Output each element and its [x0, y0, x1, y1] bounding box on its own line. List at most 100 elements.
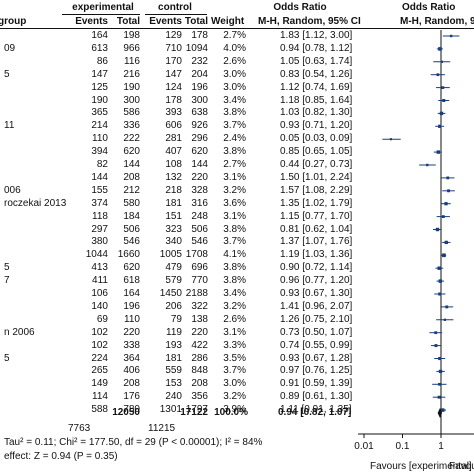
study-point	[440, 408, 445, 412]
total1: 300	[123, 94, 140, 106]
total1: 164	[123, 288, 140, 299]
weight: 4.0%	[223, 42, 246, 54]
study-point	[438, 124, 442, 128]
study-point	[434, 331, 438, 335]
study-point	[436, 150, 440, 154]
events2: 240	[165, 391, 182, 403]
total2: 204	[191, 68, 208, 80]
total1: 620	[123, 146, 140, 158]
study-label: 5	[4, 68, 10, 80]
total1: 176	[123, 391, 140, 403]
weight: 3.2%	[223, 300, 246, 312]
total-ci: 0.94 [0.82, 1.07]	[278, 407, 352, 418]
ci-text: 1.19 [1.03, 1.36]	[280, 249, 353, 261]
ci-text: 0.81 [0.62, 1.04]	[280, 223, 353, 235]
study-point	[445, 305, 449, 309]
weight: 3.5%	[223, 352, 246, 364]
total2: 546	[191, 236, 208, 248]
events1: 365	[91, 107, 108, 119]
weight: 3.8%	[223, 223, 246, 235]
ci-text: 0.44 [0.27, 0.73]	[280, 159, 353, 170]
total1: 338	[123, 339, 140, 351]
study-point	[442, 253, 446, 258]
ci-text: 1.50 [1.01, 2.24]	[280, 171, 353, 183]
events2: 206	[165, 300, 182, 312]
events2: 119	[166, 326, 182, 338]
total2: 286	[191, 352, 208, 364]
events2: 193	[165, 339, 182, 351]
events1: 588	[91, 404, 108, 416]
total1: 1660	[117, 249, 140, 261]
total-weight: 100.0%	[214, 407, 248, 418]
study-point	[438, 279, 443, 283]
total2: 770	[191, 275, 208, 287]
ci-text: 0.83 [0.54, 1.26]	[280, 68, 353, 80]
total2: 328	[191, 184, 208, 196]
total2: 638	[191, 107, 208, 119]
ci-text: 0.93 [0.71, 1.20]	[280, 120, 353, 132]
study-point	[443, 318, 447, 321]
events1: 394	[91, 146, 108, 158]
weight: 2.6%	[223, 55, 246, 67]
events2: 124	[165, 81, 182, 93]
ci-text: 1.03 [0.82, 1.30]	[280, 107, 353, 119]
events2: 1450	[159, 288, 182, 299]
events2: 1301	[159, 404, 182, 416]
total2: 296	[191, 133, 208, 145]
ci-text: 1.11 [0.91, 1.35]	[280, 404, 352, 416]
method-plot-header: M-H, Random, 95%	[400, 16, 474, 27]
total1: 198	[123, 30, 140, 41]
events2: 151	[165, 210, 182, 222]
events1: 82	[96, 159, 108, 170]
ci-text: 0.89 [0.61, 1.30]	[280, 391, 353, 403]
study-label: 11	[4, 120, 15, 132]
study-point	[426, 163, 429, 167]
favours-control-label: Favours	[449, 461, 474, 472]
total1: 780	[123, 404, 140, 416]
study-label: 09	[4, 42, 16, 54]
events1: 110	[92, 133, 108, 145]
ci-text: 1.41 [0.96, 2.07]	[280, 300, 353, 312]
study-point	[449, 34, 453, 38]
events1: 297	[91, 223, 108, 235]
total1: 546	[123, 236, 140, 248]
events2: 710	[165, 42, 182, 54]
events1: 69	[96, 313, 108, 325]
total1: 144	[123, 159, 140, 170]
total2: 1094	[185, 42, 208, 54]
study-point	[436, 73, 440, 77]
header-bottom-rule	[0, 28, 474, 29]
total2: 316	[191, 197, 208, 209]
header-group-rule-control	[145, 14, 207, 15]
total1: 208	[123, 171, 140, 183]
odds-ratio-col-header: Odds Ratio	[273, 2, 327, 13]
weight: 3.6%	[223, 197, 246, 209]
events1: 106	[91, 288, 108, 299]
events1: 102	[91, 339, 108, 351]
weight: 3.4%	[223, 288, 246, 299]
total1: 116	[124, 55, 140, 67]
odds-ratio-plot-header: Odds Ratio	[402, 2, 456, 13]
study-point	[444, 240, 448, 245]
study-point	[389, 138, 392, 141]
events1: 149	[91, 378, 108, 390]
events2: 108	[165, 159, 182, 170]
weight: 3.8%	[223, 107, 246, 119]
ci-text: 0.74 [0.55, 0.99]	[280, 339, 353, 351]
total1: 364	[123, 352, 140, 364]
ci-text: 0.94 [0.78, 1.12]	[280, 42, 353, 54]
weight: 3.8%	[223, 262, 246, 274]
weight: 2.7%	[223, 30, 246, 41]
ci-text: 0.73 [0.50, 1.07]	[280, 326, 353, 338]
events2: 218	[165, 184, 182, 196]
total1: 966	[123, 42, 140, 54]
study-point	[438, 369, 443, 374]
weight: 3.4%	[223, 94, 246, 106]
events2: 181	[165, 352, 182, 364]
total2: 926	[191, 120, 208, 132]
weight: 3.1%	[223, 171, 246, 183]
total2: 422	[191, 339, 208, 351]
total1: 190	[123, 81, 140, 93]
ci-text: 1.26 [0.75, 2.10]	[280, 313, 353, 325]
total1: 620	[123, 262, 140, 274]
